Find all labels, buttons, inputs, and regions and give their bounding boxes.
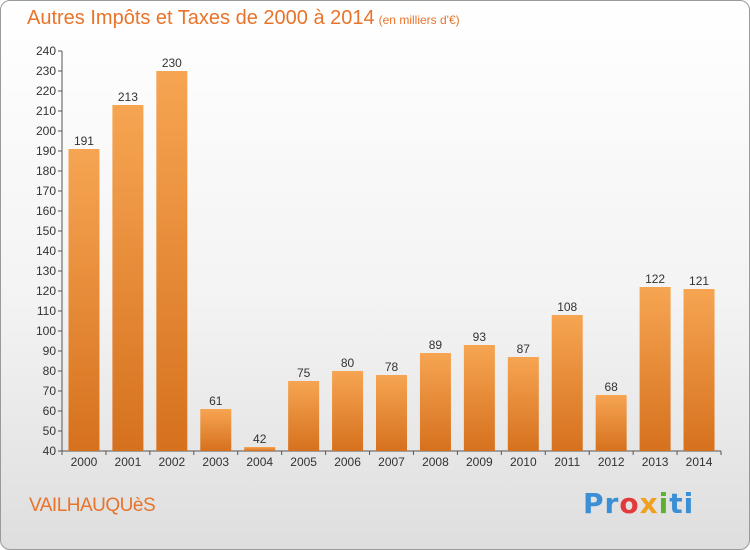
logo-letter: o bbox=[619, 487, 640, 520]
bar-value-label: 61 bbox=[209, 394, 223, 408]
y-tick-label: 200 bbox=[36, 124, 56, 138]
bar bbox=[288, 381, 320, 451]
bar bbox=[463, 345, 495, 451]
bar bbox=[112, 105, 144, 451]
y-tick-label: 220 bbox=[36, 84, 56, 98]
y-tick-label: 50 bbox=[43, 424, 57, 438]
x-tick-label: 2004 bbox=[246, 455, 273, 469]
x-tick-label: 2012 bbox=[598, 455, 625, 469]
bar bbox=[419, 353, 451, 451]
bar bbox=[332, 371, 364, 451]
bar-value-label: 122 bbox=[645, 272, 665, 286]
bar-value-label: 191 bbox=[74, 134, 94, 148]
chart-title-text: Autres Impôts et Taxes de 2000 à 2014 bbox=[27, 7, 375, 29]
data-labels: 191 213 230 61 42 75 80 78 89 93 87 108 68 122 121 bbox=[74, 56, 709, 446]
x-axis: 2000 2001 2002 2003 2004 2005 2006 2007 2008 2009… bbox=[61, 450, 722, 469]
x-tick-label: 2002 bbox=[158, 455, 185, 469]
y-tick-label: 170 bbox=[36, 184, 56, 198]
y-axis: 40 50 60 70 80 90 100 110 120 130 140 150 160 170 180 1… bbox=[36, 44, 63, 458]
y-tick-label: 190 bbox=[36, 144, 56, 158]
x-tick-label: 2003 bbox=[202, 455, 229, 469]
bar-value-label: 213 bbox=[118, 90, 138, 104]
x-tick-label: 2001 bbox=[115, 455, 142, 469]
y-tick-label: 150 bbox=[36, 224, 56, 238]
chart-subtitle: (en milliers d'€) bbox=[378, 13, 460, 27]
x-tick-label: 2010 bbox=[510, 455, 537, 469]
bar bbox=[156, 71, 188, 451]
y-tick-label: 240 bbox=[36, 44, 56, 58]
bar bbox=[507, 357, 539, 451]
logo-letter: r bbox=[604, 487, 620, 520]
x-tick-label: 2014 bbox=[686, 455, 713, 469]
logo-letter: i bbox=[658, 487, 670, 520]
y-tick-label: 100 bbox=[36, 324, 56, 338]
town-name: VAILHAUQUèS bbox=[29, 495, 156, 516]
bar bbox=[595, 395, 627, 451]
chart-title: Autres Impôts et Taxes de 2000 à 2014 (en… bbox=[27, 7, 460, 30]
logo-letter: ti bbox=[669, 487, 695, 520]
x-tick-label: 2007 bbox=[378, 455, 405, 469]
y-tick-label: 90 bbox=[43, 344, 57, 358]
x-tick-label: 2011 bbox=[554, 455, 580, 469]
x-tick-label: 2013 bbox=[642, 455, 669, 469]
bar bbox=[683, 289, 715, 451]
x-tick-label: 2009 bbox=[466, 455, 493, 469]
y-tick-label: 110 bbox=[37, 304, 56, 318]
bar bbox=[200, 409, 232, 451]
bar-value-label: 108 bbox=[557, 300, 577, 314]
bars bbox=[68, 71, 715, 451]
bar bbox=[244, 447, 276, 451]
y-tick-label: 70 bbox=[43, 384, 57, 398]
logo-letter: x bbox=[639, 487, 659, 520]
bar-value-label: 121 bbox=[689, 274, 709, 288]
x-tick-label: 2008 bbox=[422, 455, 449, 469]
bar-value-label: 75 bbox=[297, 366, 311, 380]
bar-value-label: 87 bbox=[517, 342, 531, 356]
logo-letter: P bbox=[583, 487, 605, 520]
bar bbox=[68, 149, 100, 451]
y-tick-label: 130 bbox=[36, 264, 56, 278]
bar-value-label: 230 bbox=[162, 56, 182, 70]
y-tick-label: 60 bbox=[43, 404, 57, 418]
x-tick-label: 2006 bbox=[334, 455, 361, 469]
bar-value-label: 78 bbox=[385, 360, 399, 374]
bar bbox=[551, 315, 583, 451]
x-tick-label: 2005 bbox=[290, 455, 317, 469]
bar-value-label: 42 bbox=[253, 432, 267, 446]
y-tick-label: 140 bbox=[36, 244, 56, 258]
y-tick-label: 210 bbox=[36, 104, 56, 118]
bar-value-label: 93 bbox=[473, 330, 487, 344]
y-tick-label: 40 bbox=[43, 444, 57, 458]
proxiti-logo[interactable]: Proxiti bbox=[583, 487, 694, 520]
bar bbox=[376, 375, 407, 451]
bar-value-label: 89 bbox=[429, 338, 443, 352]
x-tick-label: 2000 bbox=[71, 455, 98, 469]
bar-value-label: 68 bbox=[604, 380, 618, 394]
y-tick-label: 180 bbox=[36, 164, 56, 178]
y-tick-label: 160 bbox=[36, 204, 56, 218]
y-tick-label: 80 bbox=[43, 364, 57, 378]
bar bbox=[639, 287, 671, 451]
bar-value-label: 80 bbox=[341, 356, 355, 370]
y-tick-label: 120 bbox=[36, 284, 56, 298]
y-tick-label: 230 bbox=[36, 64, 56, 78]
